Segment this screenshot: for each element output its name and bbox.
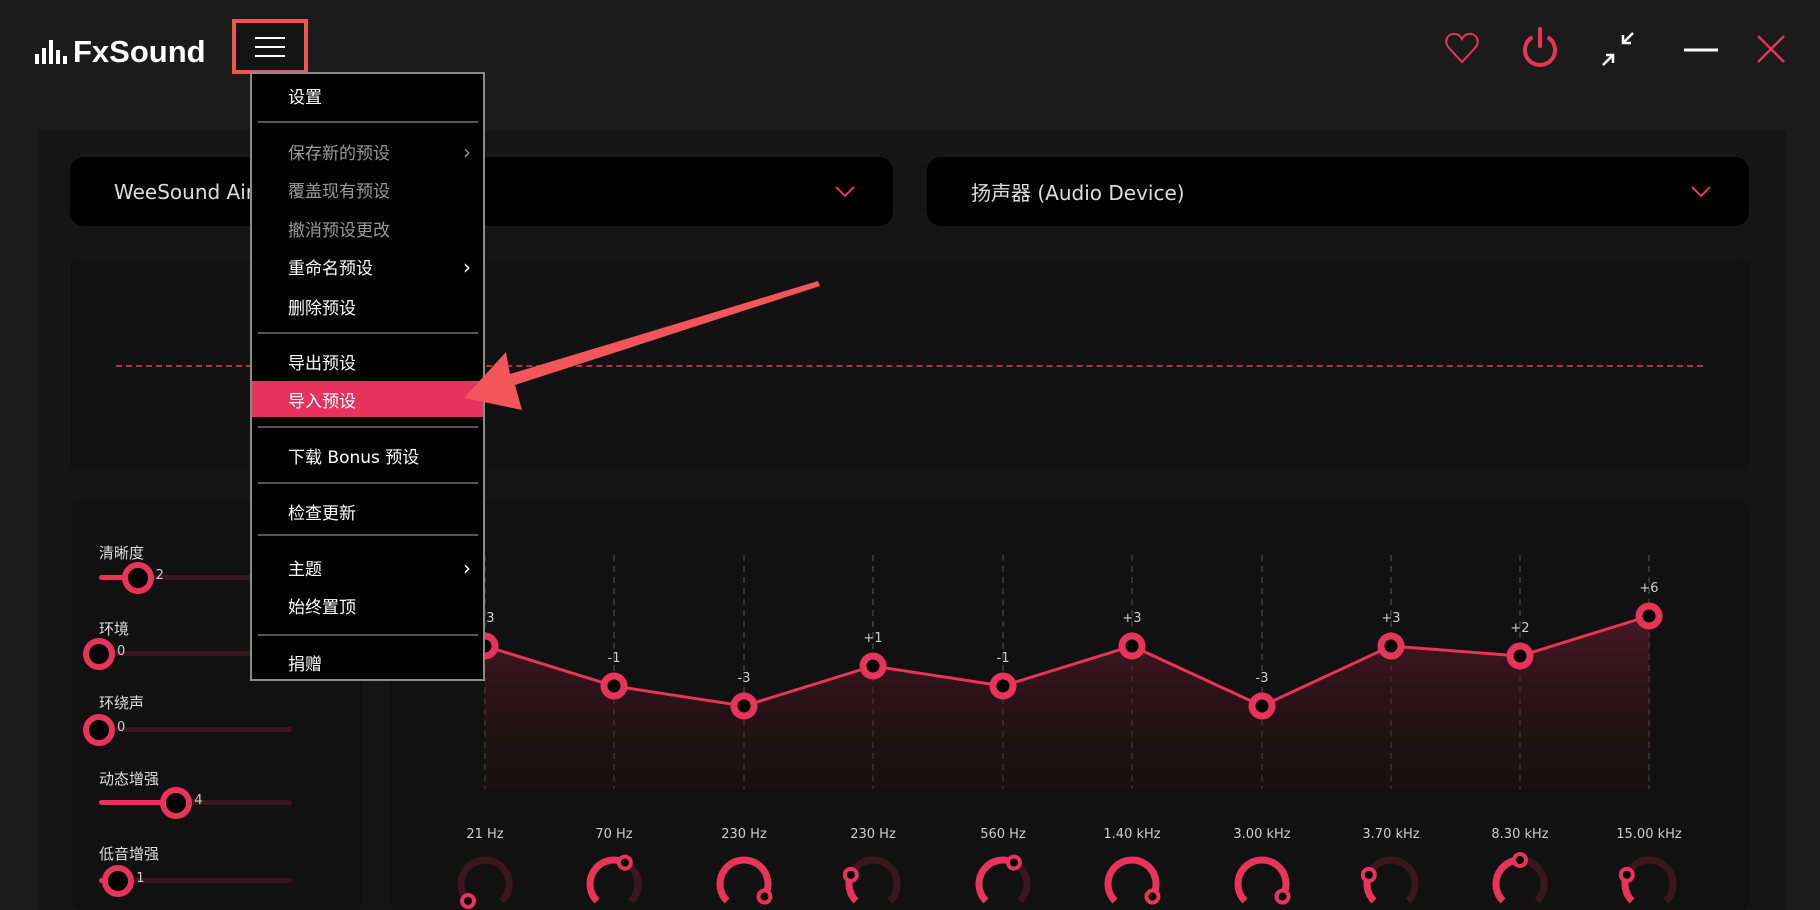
menu-item-label: 撤消预设更改 [288,220,390,241]
menu-item[interactable]: 检查更新 [252,494,483,528]
menu-item[interactable]: 捐赠 [252,645,483,679]
menu-separator [258,534,478,536]
effect-value: 2 [155,568,164,583]
app-title: FxSound [73,34,206,69]
menu-item[interactable]: 主题 › [252,550,483,584]
menu-item[interactable]: 设置 [252,78,483,112]
effect-label: 清晰度 [99,544,145,562]
menu-item[interactable]: 覆盖现有预设 [252,172,483,206]
menu-item[interactable]: 删除预设 [252,289,483,323]
effect-slider-thumb[interactable] [160,787,193,819]
chevron-down-icon [835,186,855,198]
chevron-right-icon: › [463,556,471,580]
effect-slider[interactable]: 1 [99,865,292,897]
effect-slider-fill [99,800,177,805]
power-icon[interactable] [1518,26,1562,70]
effect-slider-thumb[interactable] [121,562,154,594]
menu-item[interactable]: 导出预设 [252,344,483,378]
effect-slider[interactable]: 0 [83,638,292,670]
effect-slider-fill [99,575,138,580]
menu-item-label: 导出预设 [288,353,356,374]
compress-icon[interactable] [1598,26,1642,70]
menu-item-label: 重命名预设 [288,258,373,279]
chevron-right-icon: › [463,140,471,164]
menu-item-label: 保存新的预设 [288,143,390,164]
equalizer-panel [389,501,1749,910]
logo-bars-icon [35,40,67,64]
effect-slider-thumb[interactable] [102,865,135,897]
close-icon[interactable] [1748,26,1792,70]
menu-item[interactable]: 始终置顶 [252,588,483,622]
effect-label: 环境 [99,620,130,638]
effect-slider[interactable]: 4 [99,787,292,819]
menu-item-label: 设置 [288,87,322,108]
menu-item[interactable]: 导入预设 [252,381,483,417]
menu-item[interactable]: 保存新的预设 › [252,134,483,168]
menu-item-label: 始终置顶 [288,597,356,618]
menu-item-label: 覆盖现有预设 [288,181,390,202]
app-logo: FxSound [35,30,206,74]
main-menu: 设置保存新的预设 › 覆盖现有预设 撤消预设更改 重命名预设 › 删除预设导出预设导入预设下… [250,72,485,681]
minimize-icon[interactable] [1680,26,1724,70]
menu-separator [258,482,478,484]
menu-item[interactable]: 重命名预设 › [252,249,483,283]
effect-value: 4 [194,793,203,808]
menu-item[interactable]: 下载 Bonus 预设 [252,438,483,472]
menu-item-label: 导入预设 [288,391,356,412]
menu-item-label: 下载 Bonus 预设 [288,447,420,468]
heart-icon[interactable] [1440,26,1484,70]
effect-label: 低音增强 [99,845,160,863]
chevron-right-icon: › [463,255,471,279]
menu-item[interactable]: 撤消预设更改 [252,211,483,245]
visualizer-baseline [116,365,1703,367]
effect-label: 环绕声 [99,694,145,712]
menu-item-label: 主题 [288,559,322,580]
menu-item-label: 捐赠 [288,654,322,675]
menu-separator [258,634,478,636]
menu-separator [258,426,478,428]
effect-value: 0 [117,644,126,659]
device-dropdown-value: 扬声器 (Audio Device) [971,181,1185,205]
hamburger-menu-button[interactable] [232,19,308,74]
effect-value: 1 [136,871,145,886]
menu-separator [258,121,478,123]
chevron-down-icon [1691,186,1711,198]
effect-label: 动态增强 [99,770,160,788]
preset-dropdown-value: WeeSound Air [114,179,255,204]
menu-separator [258,332,478,334]
effect-slider-thumb[interactable] [83,714,115,746]
effect-slider[interactable]: 2 [99,562,292,594]
menu-item-label: 删除预设 [288,298,356,319]
device-dropdown[interactable]: 扬声器 (Audio Device) [927,157,1749,226]
effect-value: 0 [117,720,126,735]
menu-item-label: 检查更新 [288,503,356,524]
effect-slider[interactable]: 0 [83,714,292,746]
effect-slider-thumb[interactable] [83,638,115,670]
